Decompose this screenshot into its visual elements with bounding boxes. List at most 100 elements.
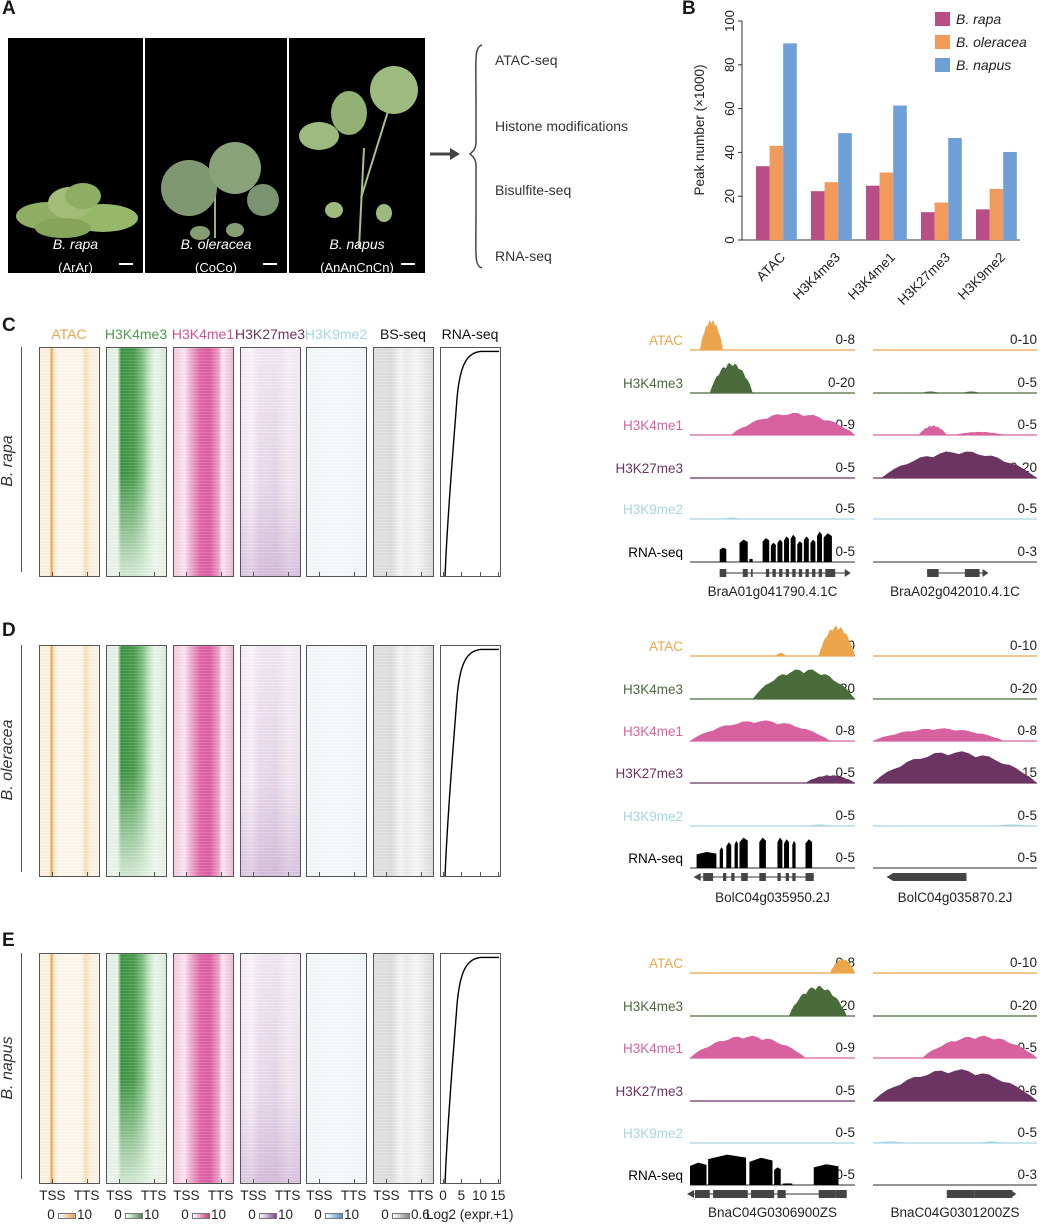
gene-exon: [892, 873, 967, 881]
x-tick: [153, 1179, 155, 1184]
signal-peak: [873, 728, 1005, 741]
rna-x-tick-label: 5: [457, 1188, 466, 1203]
gene-exon: [785, 569, 789, 577]
heatmap-column-title: H3K4me1: [171, 326, 235, 342]
colorbar: [192, 1213, 210, 1219]
curly-brace-icon: [468, 44, 483, 269]
colorbar: [392, 1213, 410, 1219]
gene-exon: [777, 1190, 786, 1198]
gene-exon: [703, 873, 714, 881]
gene-name-label: BnaC04G0301200ZS: [890, 1205, 1020, 1220]
gene-exon: [751, 1190, 775, 1198]
x-tick: [353, 872, 355, 877]
signal-peak: [690, 1035, 806, 1058]
track-scale-label: 0-20: [1009, 998, 1037, 1013]
gene-strand-arrow: [1010, 1190, 1017, 1198]
track-scale-label: 0-20: [827, 375, 855, 390]
bar-h3k9me2-bnapus: [1003, 151, 1017, 240]
track-scale-label: 0-5: [835, 501, 855, 516]
plant-napus-illustration: [299, 66, 418, 249]
x-tick: [220, 572, 222, 577]
x-tick-label-tss: TSS: [240, 1188, 267, 1203]
plant-species-label: B. oleracea: [180, 236, 252, 252]
gene-name-label: BraA02g042010.4.1C: [890, 584, 1020, 599]
heatmap-column-title: H3K4me3: [104, 326, 168, 342]
track-label-h3k9me2: H3K9me2: [622, 502, 683, 517]
rna-expression-curve: [444, 956, 499, 1183]
heatmap-h3k27me3: [240, 645, 301, 877]
rna-x-tick-label: 10: [472, 1188, 488, 1203]
gene-exon: [713, 1190, 748, 1198]
track-label-h3k4me1: H3K4me1: [622, 1041, 683, 1056]
gene-exon: [772, 569, 776, 577]
legend-label: B. rapa: [956, 11, 1001, 27]
signal-peak: [818, 625, 855, 656]
heatmap-bsseq: [373, 347, 434, 577]
x-tick: [420, 1179, 422, 1184]
x-tick: [153, 872, 155, 877]
plant-genome-label: (AnAnCnCn): [320, 260, 394, 275]
x-tick: [86, 572, 88, 577]
x-tick: [479, 872, 481, 877]
bar-h3k4me1-brapa: [866, 185, 880, 240]
gene-exon: [955, 1190, 975, 1198]
rna-curve-line: [444, 648, 499, 876]
x-tick-label-tss: TSS: [306, 1188, 333, 1203]
x-tick-label-tts: TTS: [407, 1188, 434, 1203]
gene-strand-arrow: [844, 569, 851, 577]
plant-genome-label: (CoCo): [195, 260, 237, 275]
heatmap-row-texture: [374, 348, 433, 576]
gene-strand-arrow: [693, 873, 701, 881]
track-label-atac: ATAC: [648, 333, 683, 348]
x-tick: [86, 1179, 88, 1184]
panel-label-e: E: [2, 930, 15, 951]
assay-label: RNA-seq: [495, 248, 552, 264]
gene-exon: [812, 569, 816, 577]
plant-species-label: B. rapa: [52, 236, 99, 252]
plant-photo-rapa: B. rapa (ArAr): [8, 38, 143, 275]
track-scale-label: 0-5: [1017, 501, 1037, 516]
rna-x-tick-label: 15: [490, 1188, 506, 1203]
heatmap-h3k4me3: [106, 645, 167, 877]
gene-exon: [731, 873, 735, 881]
bar-h3k4me3-boleracea: [824, 182, 839, 240]
gene-exon: [946, 1190, 955, 1198]
x-tick: [497, 1179, 499, 1184]
assay-label: Histone modifications: [495, 118, 629, 134]
heatmap-column-title: H3K27me3: [234, 326, 306, 342]
signal-peak: [881, 451, 1037, 478]
x-tick: [461, 1179, 463, 1184]
track-label-h3k27me3: H3K27me3: [615, 766, 683, 781]
heatmap-h3k4me1: [173, 645, 234, 877]
panel-label-d: D: [2, 620, 16, 641]
x-tick: [319, 1179, 321, 1184]
heatmap-shading: [241, 954, 300, 1183]
heatmap-row-texture: [174, 646, 233, 876]
x-tick: [420, 572, 422, 577]
x-tick-label-tts: TTS: [207, 1188, 234, 1203]
x-tick: [386, 872, 388, 877]
heatmap-h3k4me1: [173, 347, 234, 577]
plant-rapa-illustration: [16, 183, 138, 238]
x-tick: [52, 872, 54, 877]
plant-photo-oleracea: B. oleracea (CoCo): [145, 38, 287, 275]
gene-exon: [835, 1190, 847, 1198]
signal-peak: [789, 985, 847, 1016]
colorbar-min-label: 0: [181, 1207, 189, 1222]
scale-bar: [263, 263, 277, 265]
signal-peak: [723, 517, 740, 519]
signal-peak: [996, 824, 1029, 826]
track-label-h3k27me3: H3K27me3: [615, 461, 683, 476]
signal-peak: [805, 775, 855, 783]
track-scale-label: 0-5: [835, 808, 855, 823]
bar-h3k4me3-bnapus: [838, 133, 852, 240]
gene-exon: [779, 569, 783, 577]
legend-swatch: [935, 58, 950, 72]
gene-exon: [751, 569, 753, 577]
bar-h3k27me3-brapa: [921, 212, 935, 240]
gene-exon: [974, 1190, 1013, 1198]
track-scale-label: 0-3: [1017, 1167, 1037, 1182]
y-tick-label: 0: [722, 236, 737, 243]
x-tick: [186, 1179, 188, 1184]
heatmap-column-title: BS-seq: [380, 326, 426, 342]
